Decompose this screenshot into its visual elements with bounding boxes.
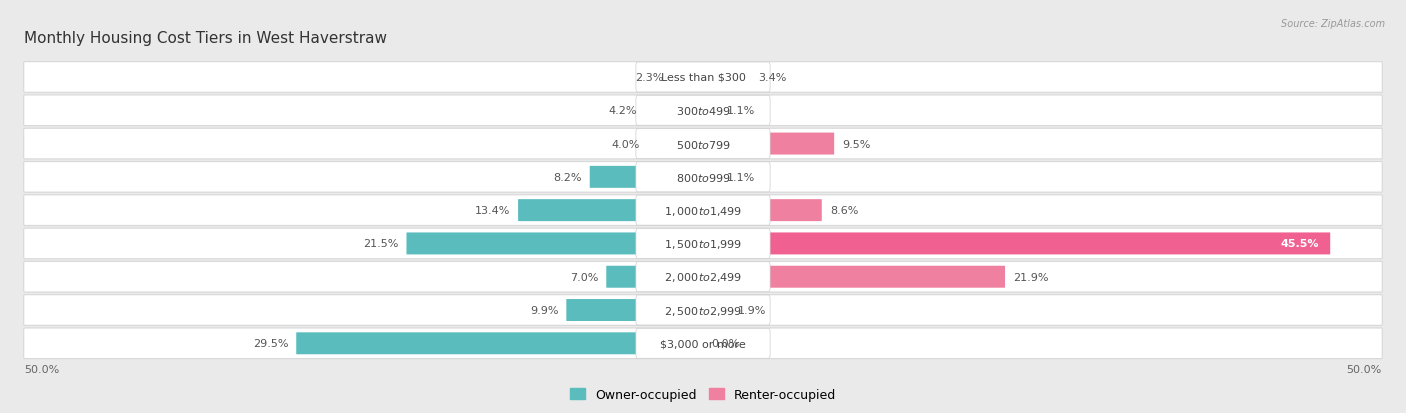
FancyBboxPatch shape bbox=[636, 262, 770, 292]
Text: 13.4%: 13.4% bbox=[475, 206, 510, 216]
FancyBboxPatch shape bbox=[636, 162, 770, 192]
FancyBboxPatch shape bbox=[636, 196, 770, 225]
Text: 21.5%: 21.5% bbox=[363, 239, 398, 249]
Text: $1,500 to $1,999: $1,500 to $1,999 bbox=[664, 237, 742, 250]
FancyBboxPatch shape bbox=[636, 229, 770, 259]
FancyBboxPatch shape bbox=[703, 266, 1005, 288]
FancyBboxPatch shape bbox=[589, 166, 703, 188]
FancyBboxPatch shape bbox=[567, 299, 703, 321]
Text: 4.2%: 4.2% bbox=[609, 106, 637, 116]
FancyBboxPatch shape bbox=[671, 67, 703, 89]
FancyBboxPatch shape bbox=[636, 96, 770, 126]
FancyBboxPatch shape bbox=[24, 195, 1382, 226]
FancyBboxPatch shape bbox=[406, 233, 703, 255]
Text: $500 to $799: $500 to $799 bbox=[675, 138, 731, 150]
Text: 0.0%: 0.0% bbox=[711, 339, 740, 349]
FancyBboxPatch shape bbox=[703, 299, 730, 321]
FancyBboxPatch shape bbox=[703, 199, 821, 222]
FancyBboxPatch shape bbox=[636, 295, 770, 325]
FancyBboxPatch shape bbox=[24, 295, 1382, 325]
Text: Monthly Housing Cost Tiers in West Haverstraw: Monthly Housing Cost Tiers in West Haver… bbox=[24, 31, 388, 46]
Text: $3,000 or more: $3,000 or more bbox=[661, 339, 745, 349]
Text: 7.0%: 7.0% bbox=[569, 272, 599, 282]
FancyBboxPatch shape bbox=[703, 233, 1330, 255]
Text: 50.0%: 50.0% bbox=[24, 364, 59, 374]
Text: 50.0%: 50.0% bbox=[1347, 364, 1382, 374]
Text: 9.9%: 9.9% bbox=[530, 305, 558, 315]
FancyBboxPatch shape bbox=[636, 328, 770, 358]
Text: $2,500 to $2,999: $2,500 to $2,999 bbox=[664, 304, 742, 317]
Text: 3.4%: 3.4% bbox=[758, 73, 786, 83]
Text: 1.1%: 1.1% bbox=[727, 106, 755, 116]
Text: $800 to $999: $800 to $999 bbox=[675, 171, 731, 183]
FancyBboxPatch shape bbox=[517, 199, 703, 222]
Text: Less than $300: Less than $300 bbox=[661, 73, 745, 83]
Text: 21.9%: 21.9% bbox=[1012, 272, 1049, 282]
FancyBboxPatch shape bbox=[703, 166, 718, 188]
Text: $300 to $499: $300 to $499 bbox=[675, 105, 731, 117]
FancyBboxPatch shape bbox=[24, 62, 1382, 93]
Text: 8.2%: 8.2% bbox=[553, 173, 582, 183]
FancyBboxPatch shape bbox=[606, 266, 703, 288]
Text: 45.5%: 45.5% bbox=[1281, 239, 1319, 249]
Text: 29.5%: 29.5% bbox=[253, 339, 288, 349]
FancyBboxPatch shape bbox=[24, 162, 1382, 193]
Legend: Owner-occupied, Renter-occupied: Owner-occupied, Renter-occupied bbox=[569, 388, 837, 401]
FancyBboxPatch shape bbox=[645, 100, 703, 122]
FancyBboxPatch shape bbox=[24, 328, 1382, 359]
Text: Source: ZipAtlas.com: Source: ZipAtlas.com bbox=[1281, 19, 1385, 28]
FancyBboxPatch shape bbox=[703, 100, 718, 122]
FancyBboxPatch shape bbox=[636, 63, 770, 93]
Text: 8.6%: 8.6% bbox=[830, 206, 858, 216]
Text: 1.1%: 1.1% bbox=[727, 173, 755, 183]
FancyBboxPatch shape bbox=[24, 262, 1382, 292]
Text: 9.5%: 9.5% bbox=[842, 139, 870, 149]
Text: 1.9%: 1.9% bbox=[738, 305, 766, 315]
FancyBboxPatch shape bbox=[636, 129, 770, 159]
FancyBboxPatch shape bbox=[297, 332, 703, 354]
FancyBboxPatch shape bbox=[24, 129, 1382, 159]
FancyBboxPatch shape bbox=[24, 96, 1382, 126]
Text: 2.3%: 2.3% bbox=[634, 73, 664, 83]
Text: 4.0%: 4.0% bbox=[612, 139, 640, 149]
Text: $2,000 to $2,499: $2,000 to $2,499 bbox=[664, 271, 742, 284]
FancyBboxPatch shape bbox=[24, 228, 1382, 259]
FancyBboxPatch shape bbox=[703, 67, 751, 89]
FancyBboxPatch shape bbox=[648, 133, 703, 155]
FancyBboxPatch shape bbox=[703, 133, 834, 155]
Text: $1,000 to $1,499: $1,000 to $1,499 bbox=[664, 204, 742, 217]
